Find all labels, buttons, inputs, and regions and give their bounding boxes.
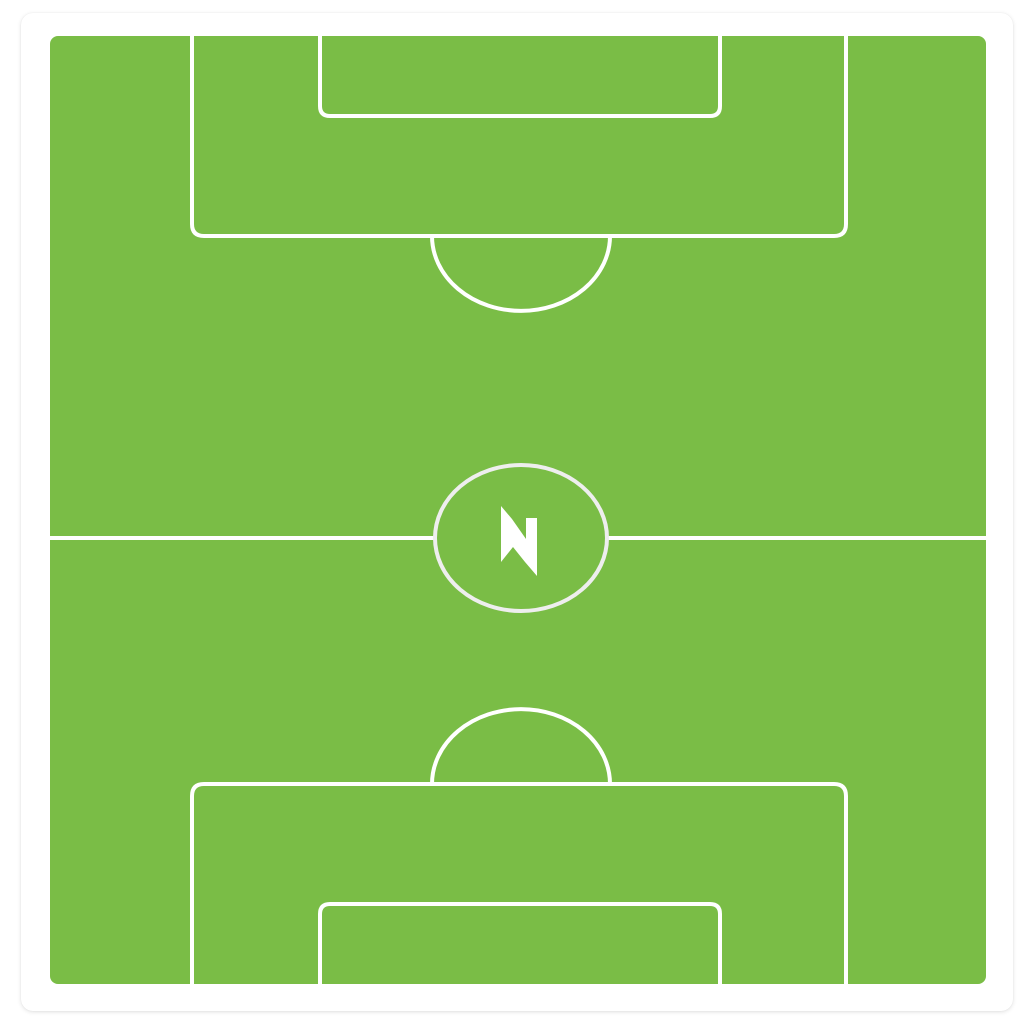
center-circle (433, 463, 609, 613)
pitch-grass (50, 36, 986, 984)
lightning-logo-icon (501, 506, 537, 576)
top-penalty-box (190, 36, 848, 238)
soccer-pitch (50, 36, 986, 984)
pitch-svg (50, 36, 986, 984)
bottom-goal-box (318, 902, 722, 984)
bottom-penalty-arc (430, 707, 612, 785)
top-goal-box (318, 36, 722, 118)
top-penalty-arc (430, 235, 612, 313)
bottom-penalty-box (190, 782, 848, 984)
